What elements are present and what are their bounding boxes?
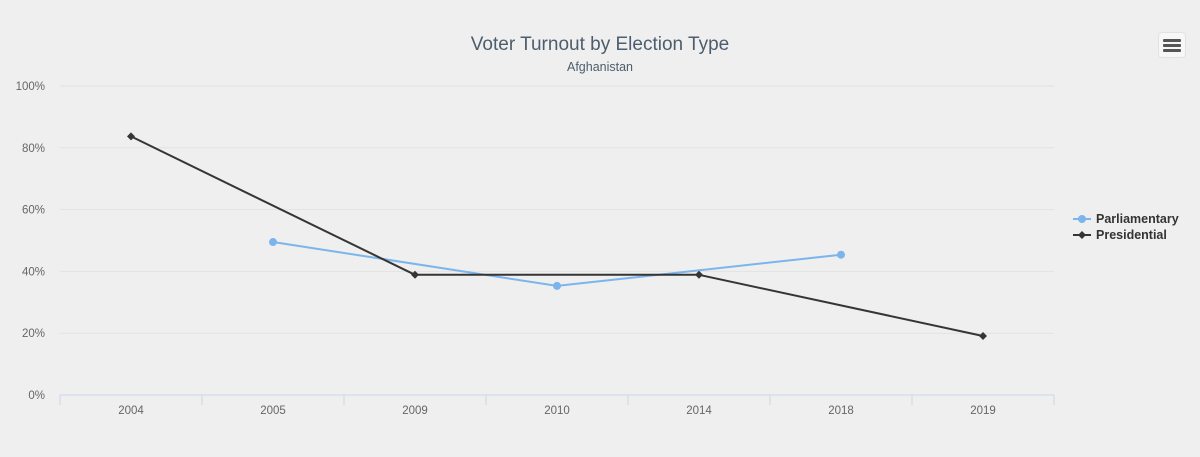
chart-subtitle: Afghanistan bbox=[567, 60, 633, 74]
legend-item-parliamentary[interactable]: Parliamentary bbox=[1073, 211, 1179, 227]
data-point-presidential bbox=[127, 132, 135, 141]
series-line-presidential bbox=[130, 135, 984, 337]
chart-menu-button[interactable] bbox=[1159, 33, 1185, 57]
y-tick-label: 80% bbox=[22, 143, 45, 155]
hamburger-menu-icon-bar bbox=[1163, 49, 1181, 52]
legend-item-presidential[interactable]: Presidential bbox=[1073, 227, 1179, 243]
y-tick-label: 100% bbox=[16, 81, 45, 93]
x-tick-label: 2009 bbox=[402, 405, 428, 417]
y-tick-label: 20% bbox=[22, 328, 45, 340]
hamburger-menu-icon-bar bbox=[1163, 44, 1181, 47]
circle-marker-icon bbox=[1073, 215, 1091, 223]
diamond-marker-icon bbox=[1073, 231, 1091, 239]
x-tick-label: 2005 bbox=[260, 405, 286, 417]
y-tick-label: 0% bbox=[28, 390, 45, 402]
hamburger-menu-icon bbox=[1163, 39, 1181, 42]
data-point-presidential bbox=[411, 270, 419, 279]
data-point-presidential bbox=[979, 331, 987, 340]
x-tick-label: 2019 bbox=[970, 405, 996, 417]
y-tick-label: 40% bbox=[22, 266, 45, 278]
data-point-parliamentary bbox=[837, 250, 845, 259]
series-line-parliamentary bbox=[272, 241, 842, 287]
data-point-parliamentary bbox=[269, 238, 277, 247]
chart-title: Voter Turnout by Election Type bbox=[471, 34, 729, 55]
legend-label: Parliamentary bbox=[1096, 212, 1179, 226]
x-tick-label: 2018 bbox=[828, 405, 854, 417]
x-tick-label: 2010 bbox=[544, 405, 570, 417]
y-tick-label: 60% bbox=[22, 205, 45, 217]
x-tick-label: 2014 bbox=[686, 405, 712, 417]
data-point-presidential bbox=[695, 270, 703, 279]
x-tick-label: 2004 bbox=[118, 405, 144, 417]
legend-label: Presidential bbox=[1096, 228, 1167, 242]
legend: Parliamentary Presidential bbox=[1073, 211, 1179, 243]
data-point-parliamentary bbox=[553, 281, 561, 290]
